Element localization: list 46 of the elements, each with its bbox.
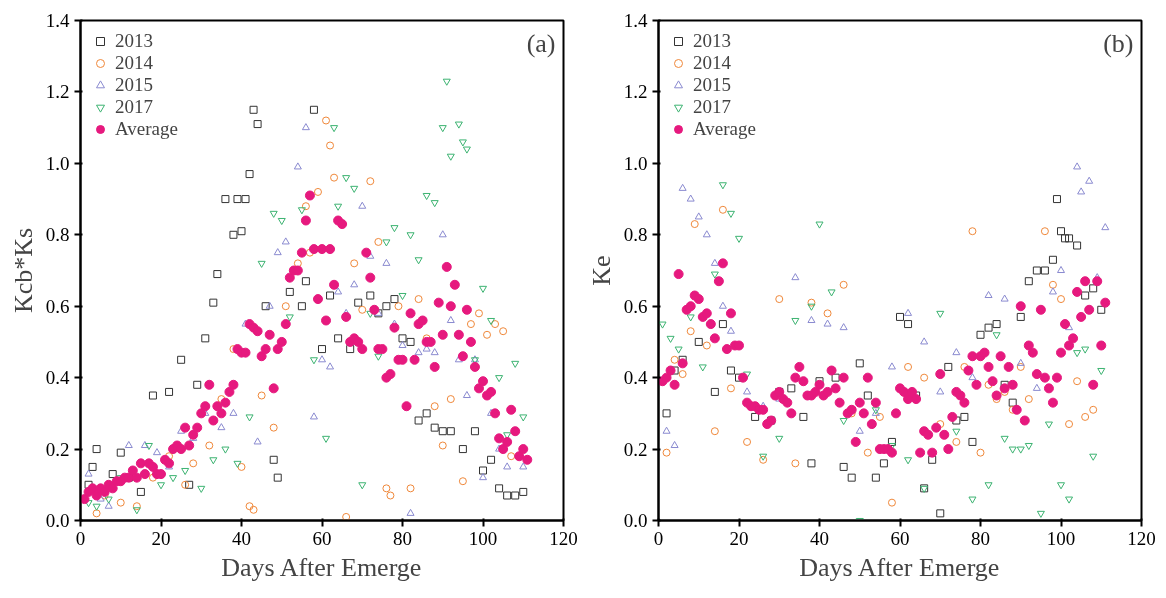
x-axis-title: Days After Emerge [799, 552, 1000, 582]
legend-label: 2013 [115, 30, 153, 52]
legend-label: 2014 [693, 52, 731, 74]
y-tick-label: 0.6 [623, 295, 648, 317]
x-tick-label: 100 [468, 527, 498, 549]
y-tick-label: 1.4 [623, 10, 648, 31]
y-tick-label: 0.0 [623, 510, 648, 531]
x-tick-label: 60 [890, 527, 910, 549]
chart-title: (a) [526, 28, 556, 58]
chart-title: (b) [1103, 28, 1134, 58]
y-tick-label: 1.0 [623, 152, 648, 174]
x-tick-label: 100 [1046, 527, 1076, 549]
legend-label: 2017 [693, 96, 731, 118]
x-axis-title: Days After Emerge [221, 552, 422, 582]
y-tick-label: 0.4 [623, 367, 648, 389]
y-tick-label: 0.8 [45, 224, 70, 246]
y-tick-label: 1.2 [623, 81, 648, 103]
y-axis-title: Kcb*Ks [8, 227, 38, 314]
legend-label: 2014 [115, 52, 153, 74]
y-tick-label: 0.4 [45, 367, 70, 389]
x-tick-label: 40 [232, 527, 251, 549]
x-tick-label: 120 [1127, 527, 1156, 549]
y-tick-label: 1.4 [45, 10, 70, 31]
y-axis-title: Ke [586, 255, 616, 286]
y-tick-label: 0.0 [45, 510, 70, 531]
x-tick-label: 80 [971, 527, 990, 549]
y-tick-label: 0.2 [623, 438, 648, 460]
legend-label: 2013 [693, 30, 731, 52]
x-tick-label: 0 [75, 527, 86, 549]
x-tick-label: 120 [549, 527, 578, 549]
x-tick-label: 60 [312, 527, 332, 549]
x-tick-label: 80 [393, 527, 412, 549]
y-tick-label: 1.2 [45, 81, 70, 103]
legend-label: 2015 [693, 74, 731, 96]
x-tick-label: 0 [653, 527, 664, 549]
legend-label: Average [115, 118, 178, 140]
y-tick-label: 0.2 [45, 438, 70, 460]
legend-label: Average [693, 118, 756, 140]
y-tick-label: 0.8 [623, 224, 648, 246]
y-tick-label: 1.0 [45, 152, 70, 174]
legend-label: 2015 [115, 74, 153, 96]
x-tick-label: 20 [729, 527, 749, 549]
x-tick-label: 40 [810, 527, 829, 549]
y-tick-label: 0.6 [45, 295, 70, 317]
x-tick-label: 20 [151, 527, 171, 549]
legend-label: 2017 [115, 96, 153, 118]
